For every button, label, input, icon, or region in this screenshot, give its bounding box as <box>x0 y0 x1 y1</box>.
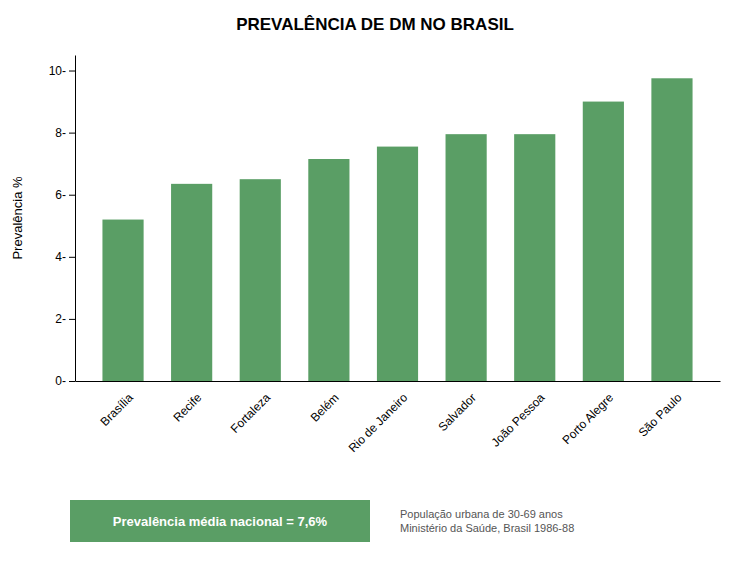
tick-mark <box>69 71 75 72</box>
bar <box>171 184 212 381</box>
tick: Recife <box>170 390 204 424</box>
annotation: Prevalência média nacional = 7,6% <box>113 514 328 529</box>
bar <box>308 159 349 381</box>
tick-label: 0- <box>55 374 66 388</box>
tick-label: Belém <box>308 391 342 425</box>
axis-line <box>76 381 721 382</box>
plot: 0- 2- 4- 6- 8- 10- Brasília Recife Fortaleza Belé… <box>49 56 721 456</box>
bar <box>583 102 624 381</box>
tick-label: João Pessoa <box>488 390 547 449</box>
tick: 6- <box>55 188 75 202</box>
tick-label: 2- <box>55 312 66 326</box>
bar <box>102 220 143 381</box>
tick-label: São Paulo <box>636 390 685 439</box>
tick-label: Salvador <box>435 391 478 434</box>
bar <box>514 134 555 381</box>
bar <box>377 147 418 381</box>
y-axis: 0- 2- 4- 6- 8- 10- <box>49 56 76 389</box>
legend: Prevalência média nacional = 7,6% <box>70 500 370 542</box>
tick-label: Recife <box>170 390 204 424</box>
tick: 8- <box>55 126 75 140</box>
tick-label: 8- <box>55 126 66 140</box>
tick: Belém <box>308 391 342 425</box>
bar <box>651 78 692 381</box>
bars <box>102 78 692 381</box>
tick: Porto Alegre <box>559 390 616 447</box>
y-axis-title: Prevalência % <box>10 176 25 260</box>
legend-box <box>70 500 370 542</box>
tick-mark <box>69 257 75 258</box>
tick: São Paulo <box>636 390 685 439</box>
tick-mark <box>69 319 75 320</box>
tick-label: Fortaleza <box>228 390 274 436</box>
tick-label: 10- <box>49 64 66 78</box>
tick: Salvador <box>435 391 478 434</box>
tick-mark <box>69 133 75 134</box>
tick-label: Rio de Janeiro <box>346 390 411 455</box>
tick: Rio de Janeiro <box>346 390 411 455</box>
chart: 0- 2- 4- 6- 8- 10- Brasília Recife Fortaleza Belé… <box>0 0 750 581</box>
tick-label: 6- <box>55 188 66 202</box>
tick: 4- <box>55 250 75 264</box>
tick-mark <box>69 381 75 382</box>
bar <box>446 134 487 381</box>
bar <box>240 179 281 381</box>
tick: Fortaleza <box>228 390 274 436</box>
tick: 0- <box>55 374 75 388</box>
tick-label: 4- <box>55 250 66 264</box>
annotation: População urbana de 30-69 anosMinistério… <box>400 508 574 534</box>
tick: Brasília <box>98 390 136 428</box>
tick: 10- <box>49 64 75 78</box>
x-axis: Brasília Recife Fortaleza BelémRio de Janei… <box>76 382 721 456</box>
tick: 2- <box>55 312 75 326</box>
tick-mark <box>69 195 75 196</box>
tick: João Pessoa <box>488 390 547 449</box>
tick-label: Brasília <box>98 390 136 428</box>
title: PREVALÊNCIA DE DM NO BRASIL <box>236 15 514 34</box>
tick-label: Porto Alegre <box>559 390 616 447</box>
axis-line <box>75 56 76 382</box>
